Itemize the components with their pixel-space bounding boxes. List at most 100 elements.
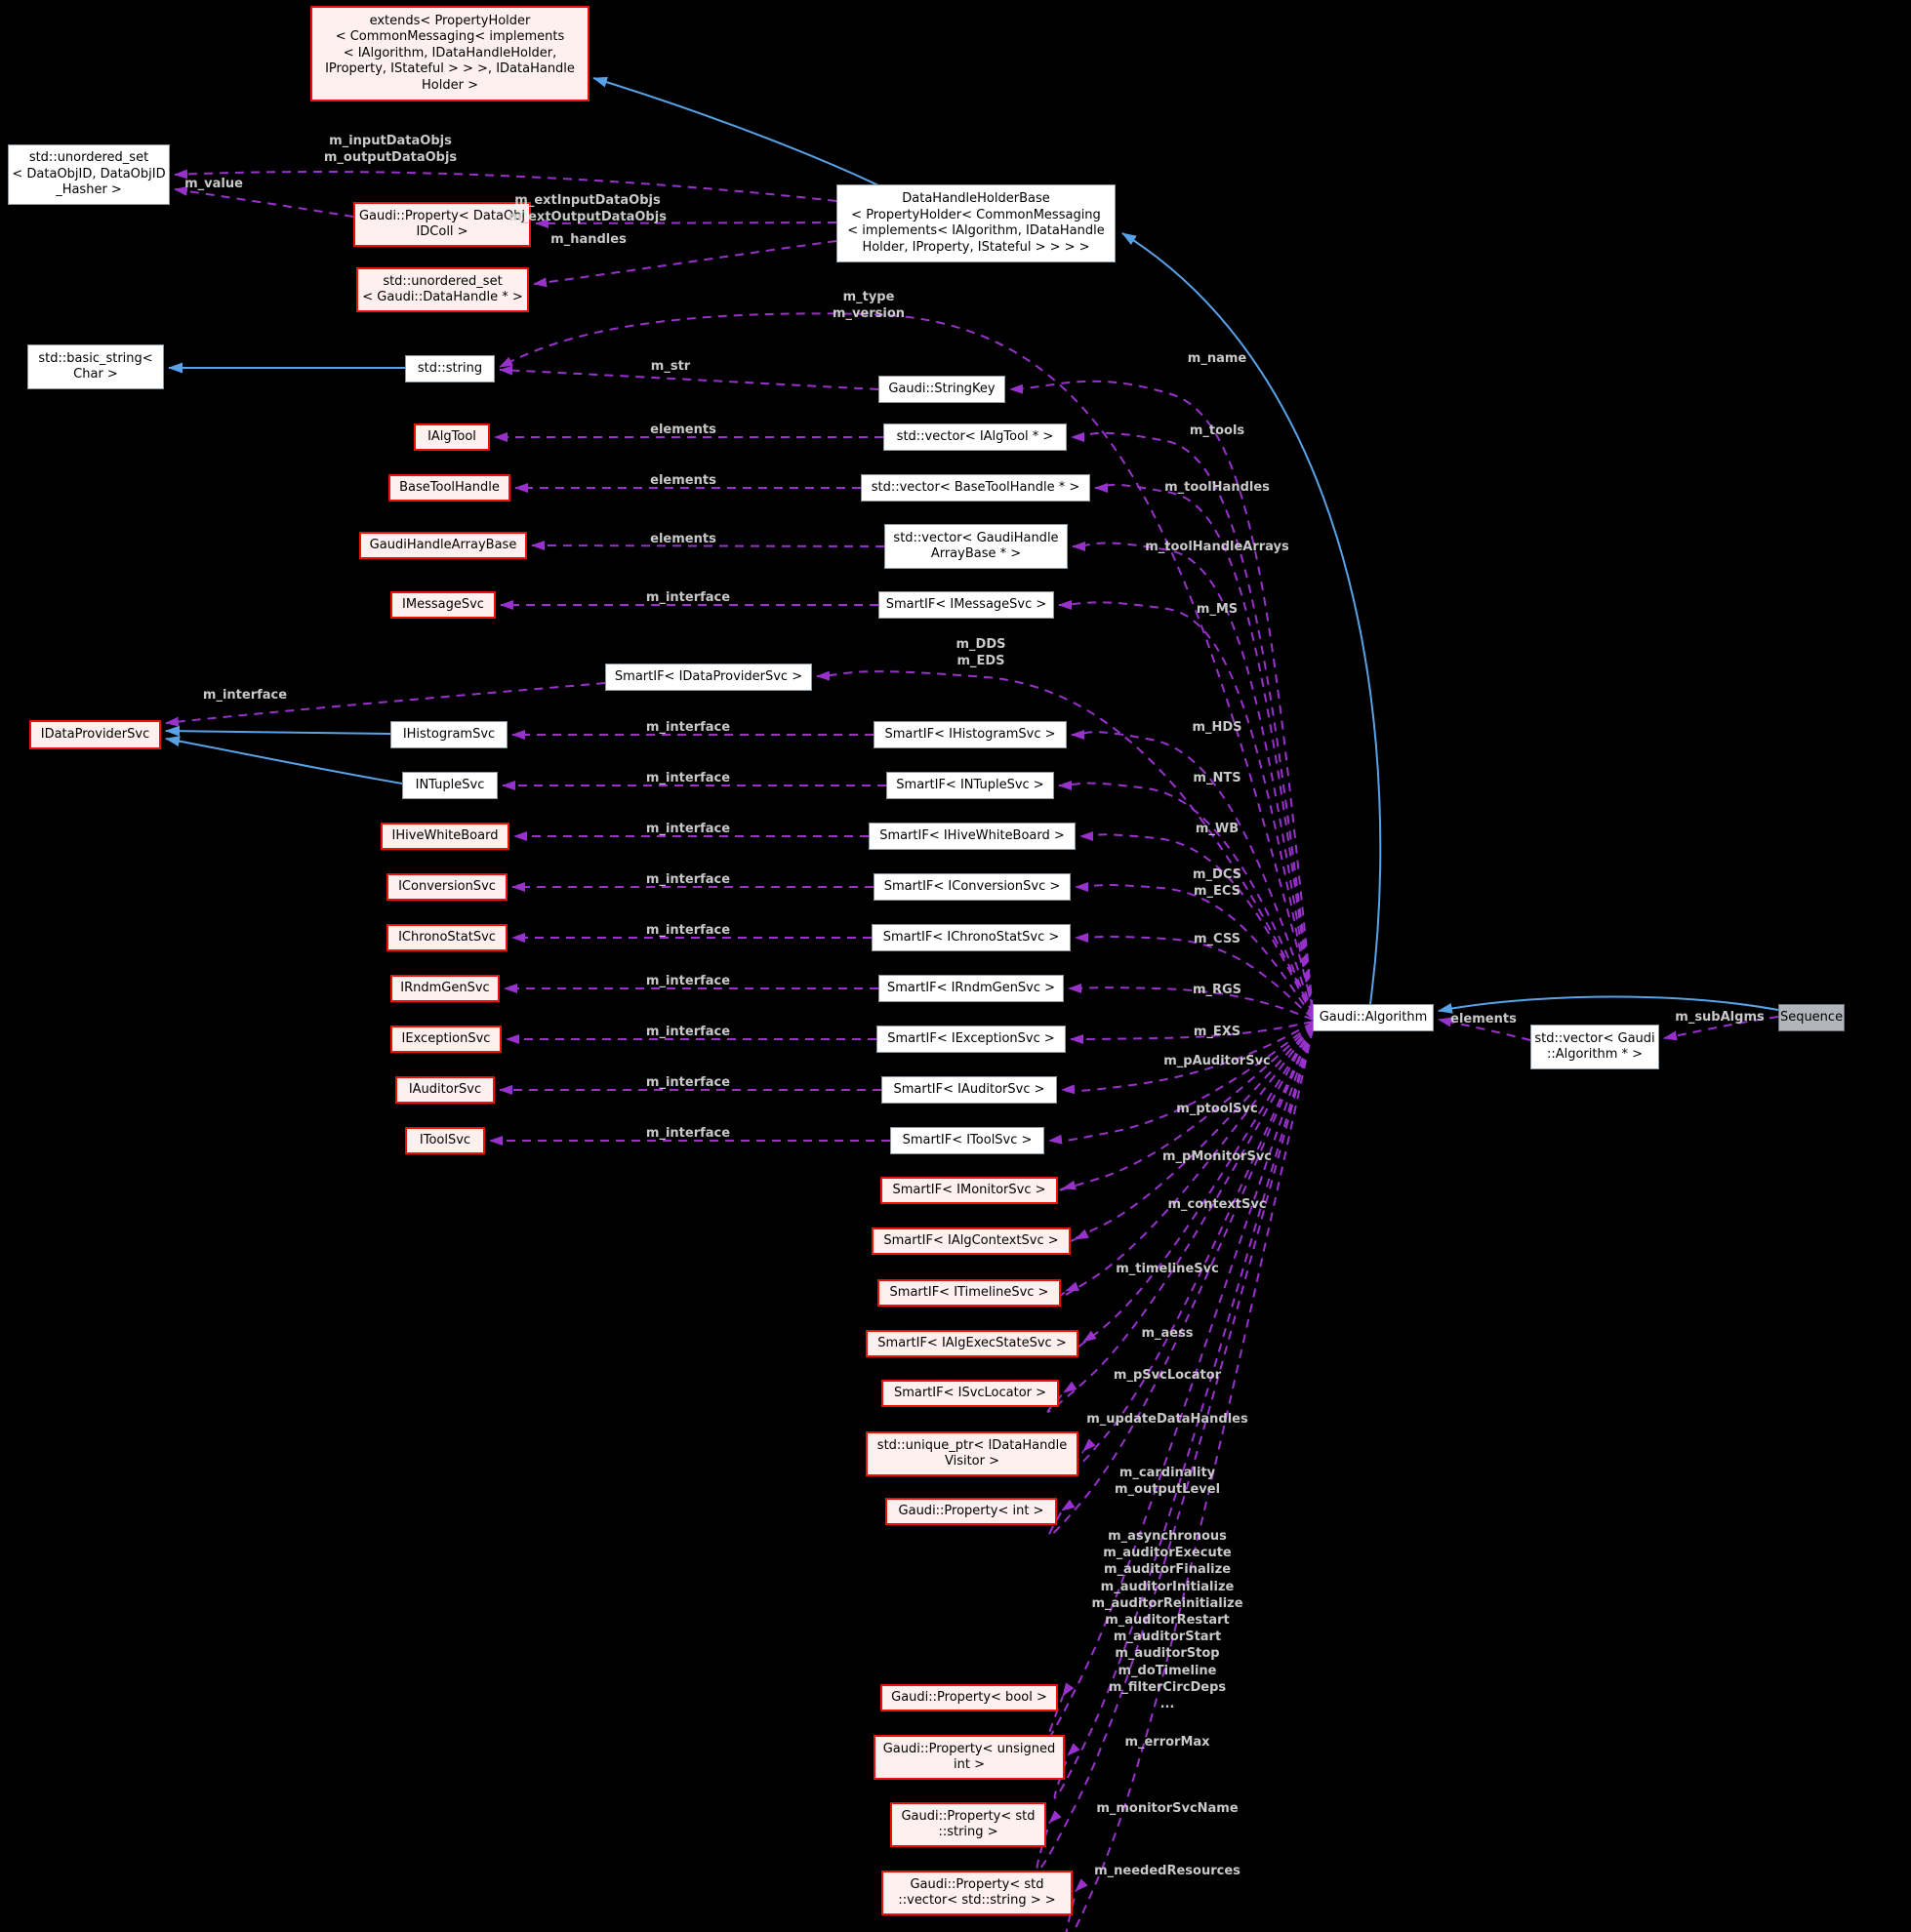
edge-use-psvclocator: [1046, 1026, 1314, 1413]
edge-use-str: [499, 365, 879, 390]
node-label-line: INTupleSvc: [415, 777, 485, 792]
node-label-line: SmartIF< IToolSvc >: [902, 1132, 1033, 1147]
node-label-line: Sequence: [1779, 1009, 1844, 1025]
node-vector-ialgtool[interactable]: std::vector< IAlgTool * >: [883, 423, 1067, 451]
edge-use-toolhandles: [1094, 482, 1314, 1012]
node-ialgtool[interactable]: IAlgTool: [414, 423, 490, 451]
node-ihistogramsvc[interactable]: IHistogramSvc: [390, 721, 508, 748]
node-label-line: std::vector< IAlgTool * >: [896, 428, 1054, 444]
edge-label-m-handles: m_handles: [550, 232, 627, 247]
node-smartif-intuplesvc[interactable]: SmartIF< INTupleSvc >: [886, 772, 1054, 799]
node-label-line: Gaudi::Property< DataObj: [358, 208, 526, 223]
edge-label-interface-iexceptionsvc: m_interface: [645, 1025, 731, 1039]
node-ichronostatsvc[interactable]: IChronoStatSvc: [386, 924, 508, 951]
node-property-vector-string[interactable]: Gaudi::Property< std::vector< std::strin…: [881, 1871, 1073, 1915]
node-property-std-string[interactable]: Gaudi::Property< std::string >: [890, 1802, 1046, 1847]
node-smartif-ialgcontextsvc[interactable]: SmartIF< IAlgContextSvc >: [872, 1228, 1071, 1255]
node-sequence[interactable]: Sequence: [1778, 1004, 1845, 1031]
node-unordered-set-datahandle[interactable]: std::unordered_set < Gaudi::DataHandle * …: [356, 267, 529, 312]
node-ihivewhiteboard[interactable]: IHiveWhiteBoard: [381, 823, 509, 850]
edge-use-auditor-list: [1047, 1027, 1314, 1740]
edge-label-elements-algorithm: elements: [1450, 1012, 1517, 1026]
edge-label-m-tools: m_tools: [1189, 423, 1245, 438]
node-smartif-iauditorsvc[interactable]: SmartIF< IAuditorSvc >: [881, 1076, 1057, 1104]
node-label-line: ::Algorithm * >: [1546, 1047, 1644, 1062]
node-gaudi-algorithm[interactable]: Gaudi::Algorithm: [1313, 1004, 1434, 1031]
edge-use-aess: [1065, 1026, 1314, 1357]
node-smartif-imonitorsvc[interactable]: SmartIF< IMonitorSvc >: [880, 1177, 1058, 1204]
node-basetoolhandle[interactable]: BaseToolHandle: [388, 474, 510, 502]
node-label-line: std::unordered_set: [28, 150, 149, 166]
node-label-line: SmartIF< IHistogramSvc >: [884, 726, 1056, 742]
node-property-int[interactable]: Gaudi::Property< int >: [885, 1498, 1057, 1525]
node-smartif-itimelinesvc[interactable]: SmartIF< ITimelineSvc >: [877, 1279, 1061, 1307]
node-irndmgensvc[interactable]: IRndmGenSvc: [390, 975, 500, 1002]
node-smartif-ihistogramsvc[interactable]: SmartIF< IHistogramSvc >: [874, 721, 1067, 748]
node-unordered-set-dataobjid[interactable]: std::unordered_set < DataObjID, DataObjID…: [8, 144, 170, 205]
node-gaudihandlearraybase[interactable]: GaudiHandleArrayBase: [359, 532, 527, 559]
edge-label-m-auditor-list: m_asynchronous m_auditorExecute m_auditorF…: [1091, 1529, 1243, 1712]
edge-use-interface-idps: [165, 682, 606, 727]
node-iauditorsvc[interactable]: IAuditorSvc: [395, 1076, 495, 1104]
node-stringkey[interactable]: Gaudi::StringKey: [878, 376, 1005, 403]
edge-use-inputdataobjs: [174, 169, 837, 202]
node-smartif-imessagesvc[interactable]: SmartIF< IMessageSvc >: [878, 591, 1054, 619]
node-extends-propertyholder[interactable]: extends< PropertyHolder < CommonMessaging…: [310, 6, 590, 101]
node-smartif-itoolsvc[interactable]: SmartIF< IToolSvc >: [890, 1127, 1044, 1154]
node-vector-gaudi-algorithm[interactable]: std::vector< Gaudi::Algorithm * >: [1530, 1025, 1659, 1069]
node-datahandleholderbase[interactable]: DataHandleHolderBase < PropertyHolder< Co…: [836, 184, 1116, 262]
node-property-unsigned-int[interactable]: Gaudi::Property< unsigned int >: [874, 1735, 1065, 1780]
node-label-line: SmartIF< IDataProviderSvc >: [614, 668, 803, 684]
edge-use-wb: [1079, 830, 1314, 1018]
node-imessagesvc[interactable]: IMessageSvc: [390, 591, 496, 619]
edge-label-m-inputdataobjs: m_inputDataObjs m_outputDataObjs: [323, 134, 458, 166]
edge-inh-algorithm-dhhb: [1121, 232, 1382, 1005]
node-label-line: Holder, IProperty, IStateful > > > >: [862, 239, 1090, 255]
node-smartif-idataprovidersvc[interactable]: SmartIF< IDataProviderSvc >: [605, 664, 812, 691]
edge-use-rgs: [1068, 983, 1314, 1021]
node-label-line: std::unique_ptr< IDataHandle: [876, 1437, 1068, 1453]
node-label-line: GaudiHandleArrayBase: [369, 537, 517, 552]
node-smartif-ialgexecstatesvc[interactable]: SmartIF< IAlgExecStateSvc >: [866, 1330, 1078, 1357]
node-basic-string[interactable]: std::basic_string< Char >: [27, 344, 164, 389]
node-label-line: SmartIF< IMessageSvc >: [885, 596, 1047, 612]
edge-label-m-rgs: m_RGS: [1192, 983, 1242, 997]
node-label-line: ::string >: [938, 1825, 998, 1839]
edge-label-interface-idataprovidersvc: m_interface: [202, 688, 288, 703]
edge-use-timelinesvc: [1051, 1025, 1314, 1304]
edge-inh-dhhb-extends: [592, 76, 879, 186]
node-label-line: IAlgTool: [427, 428, 476, 444]
node-label-line: SmartIF< IConversionSvc >: [883, 878, 1061, 894]
node-smartif-iexceptionsvc[interactable]: SmartIF< IExceptionSvc >: [876, 1026, 1066, 1053]
edge-label-m-pauditorsvc: m_pAuditorSvc: [1163, 1054, 1271, 1068]
node-property-dataobjidcoll[interactable]: Gaudi::Property< DataObj IDColl >: [353, 202, 531, 247]
node-smartif-iconversionsvc[interactable]: SmartIF< IConversionSvc >: [874, 873, 1071, 901]
node-label-line: Gaudi::Property< unsigned: [882, 1741, 1056, 1756]
node-std-string[interactable]: std::string: [405, 355, 495, 382]
node-label-line: _Hasher >: [56, 182, 122, 198]
node-unique-ptr-idatahandlevisitor[interactable]: std::unique_ptr< IDataHandle Visitor >: [866, 1431, 1078, 1476]
edge-use-dcs-ecs: [1075, 881, 1314, 1019]
node-smartif-ichronostatsvc[interactable]: SmartIF< IChronoStatSvc >: [872, 924, 1071, 951]
edge-label-m-psvclocator: m_pSvcLocator: [1113, 1368, 1222, 1383]
edge-use-pauditorsvc: [1061, 1022, 1314, 1095]
edge-label-interface-irndmgensvc: m_interface: [645, 974, 731, 988]
node-property-bool[interactable]: Gaudi::Property< bool >: [880, 1684, 1058, 1711]
node-idataprovidersvc[interactable]: IDataProviderSvc: [29, 720, 161, 749]
node-vector-basetoolhandle[interactable]: std::vector< BaseToolHandle * >: [861, 474, 1090, 502]
node-smartif-ihivewhiteboard[interactable]: SmartIF< IHiveWhiteBoard >: [869, 823, 1076, 850]
edge-label-m-ptoolsvc: m_ptoolSvc: [1176, 1102, 1258, 1116]
node-smartif-irndmgensvc[interactable]: SmartIF< IRndmGenSvc >: [878, 975, 1064, 1002]
node-label-line: std::vector< GaudiHandle: [893, 530, 1059, 545]
edge-label-m-exs: m_EXS: [1193, 1025, 1241, 1039]
node-intuplesvc[interactable]: INTupleSvc: [402, 772, 498, 799]
edge-label-m-hds: m_HDS: [1192, 720, 1242, 735]
node-itoolsvc[interactable]: IToolSvc: [405, 1127, 485, 1154]
node-iconversionsvc[interactable]: IConversionSvc: [386, 873, 508, 901]
node-vector-gaudihandlearraybase[interactable]: std::vector< GaudiHandle ArrayBase * >: [884, 524, 1068, 569]
edge-use-css: [1075, 932, 1314, 1020]
node-iexceptionsvc[interactable]: IExceptionSvc: [390, 1026, 502, 1053]
edge-use-elements-gaudihandle: [531, 541, 885, 551]
node-smartif-isvclocator[interactable]: SmartIF< ISvcLocator >: [881, 1380, 1059, 1407]
